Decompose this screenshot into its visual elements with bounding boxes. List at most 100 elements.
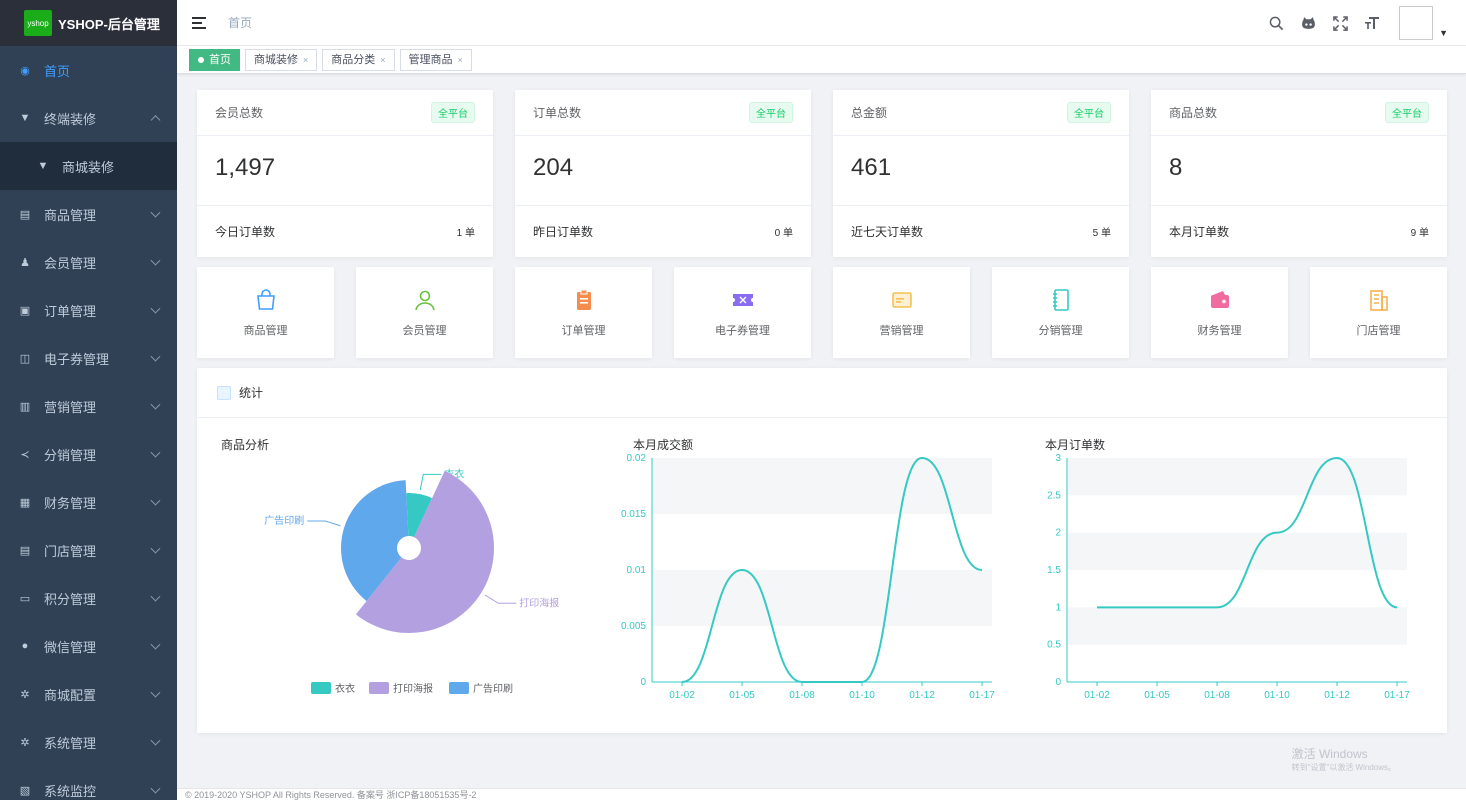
sidebar-item-label: 商品管理 (44, 207, 97, 223)
sidebar-item-label: 系统监控 (44, 783, 97, 799)
tag-item[interactable]: 管理商品 × (399, 48, 472, 71)
hamburger-icon[interactable] (192, 16, 206, 29)
user-icon: ♟ (20, 256, 30, 269)
sidebar-item[interactable]: ✲ 商城配置 (0, 670, 177, 718)
breadcrumb[interactable]: 首页 (228, 16, 253, 30)
pie-label-line (307, 520, 341, 527)
stat-title: 订单总数 (533, 106, 582, 120)
tag-item[interactable]: 商城装修 × (245, 48, 318, 71)
quick-link-label: 分销管理 (1038, 324, 1083, 337)
chevron-down-icon (150, 303, 161, 314)
sidebar-item[interactable]: ✲ 系统管理 (0, 718, 177, 766)
active-dot-icon (198, 56, 204, 63)
sidebar-item[interactable]: ▼ 商城装修 (0, 142, 177, 190)
quick-link-label: 门店管理 (1356, 324, 1401, 337)
quick-link-card[interactable]: 电子券管理 (674, 267, 811, 358)
chevron-down-icon (150, 735, 161, 746)
search-icon[interactable] (1267, 14, 1285, 32)
quick-link-card[interactable]: 财务管理 (1151, 267, 1288, 358)
sidebar-item-label: 微信管理 (44, 639, 97, 655)
tags-view: 首页 商城装修 × 商品分类 × 管理商品 × (177, 46, 1466, 74)
sidebar-item[interactable]: ▼ 终端装修 (0, 94, 177, 142)
pie-slice (355, 470, 494, 633)
stat-value: 204 (515, 136, 811, 206)
card-icon (891, 291, 912, 308)
fullscreen-icon[interactable] (1331, 14, 1349, 32)
tag-label: 商城装修 (254, 53, 298, 66)
chart-icon: ◫ (19, 352, 31, 365)
sidebar-item[interactable]: ◫ 电子券管理 (0, 334, 177, 382)
pie-label-line (484, 594, 517, 604)
github-icon[interactable] (1299, 14, 1317, 32)
sidebar-item-label: 营销管理 (44, 399, 97, 415)
stat-foot-label: 本月订单数 (1169, 224, 1230, 239)
stat-badge: 全平台 (1067, 102, 1111, 123)
grid-band (652, 458, 992, 514)
amount-line-chart: 0 0.005 0.01 0.015 0.02 01-02 01-05 01-08 01-10 0… (621, 453, 995, 701)
stat-foot-value: 9 单 (1410, 227, 1429, 239)
stat-card: 商品总数 全平台 8 本月订单数 9 单 (1151, 90, 1447, 257)
sidebar-item[interactable]: ♟ 会员管理 (0, 238, 177, 286)
stat-foot-value: 0 单 (774, 227, 793, 239)
legend-swatch (369, 682, 389, 694)
stat-value: 461 (833, 136, 1129, 206)
x-tick-label: 01-10 (1264, 690, 1290, 701)
sidebar-item-label: 积分管理 (44, 591, 97, 607)
x-tick-label: 01-17 (969, 690, 995, 701)
sidebar-item[interactable]: ▧ 系统监控 (0, 766, 177, 800)
sidebar-item-label: 电子券管理 (44, 351, 110, 367)
footer: © 2019-2020 YSHOP All Rights Reserved. 备… (177, 788, 1466, 800)
sidebar-item[interactable]: ● 微信管理 (0, 622, 177, 670)
x-tick-label: 01-02 (669, 690, 695, 701)
stat-foot-label: 昨日订单数 (533, 224, 594, 239)
legend-label: 打印海报 (393, 682, 433, 695)
amount-chart-title: 本月成交额 (633, 438, 694, 452)
y-tick-label: 2.5 (1047, 490, 1061, 501)
font-size-icon[interactable] (1363, 14, 1381, 32)
gear-icon: ✲ (20, 688, 30, 701)
sidebar-item[interactable]: ▣ 订单管理 (0, 286, 177, 334)
tag-item[interactable]: 首页 (189, 48, 240, 71)
chevron-down-icon (150, 447, 161, 458)
grid-band (1067, 458, 1407, 496)
quick-link-card[interactable]: 商品管理 (197, 267, 334, 358)
close-icon[interactable]: × (380, 54, 386, 65)
sidebar-item[interactable]: ▥ 营销管理 (0, 382, 177, 430)
dashboard-icon: ◉ (20, 64, 30, 77)
avatar[interactable] (1399, 6, 1434, 40)
chevron-down-icon (150, 495, 161, 506)
y-tick-label: 3 (1055, 453, 1061, 464)
lock-icon: ▣ (19, 304, 31, 317)
pie-slice (341, 480, 409, 602)
stat-card: 总金额 全平台 461 近七天订单数 5 单 (833, 90, 1129, 257)
logo[interactable]: yshop YSHOP-后台管理 (0, 0, 177, 46)
tag-item[interactable]: 商品分类 × (322, 48, 395, 71)
quick-link-card[interactable]: 分销管理 (992, 267, 1129, 358)
close-icon[interactable]: × (303, 54, 309, 65)
quick-link-card[interactable]: 营销管理 (833, 267, 970, 358)
quick-link-card[interactable]: 订单管理 (515, 267, 652, 358)
stat-footer: 今日订单数 1 单 (197, 206, 493, 256)
x-tick-label: 01-05 (729, 690, 755, 701)
logo-icon: yshop (24, 10, 52, 36)
x-tick-label: 01-08 (1204, 690, 1230, 701)
sidebar-item[interactable]: ▦ 财务管理 (0, 478, 177, 526)
sidebar-item[interactable]: ▤ 商品管理 (0, 190, 177, 238)
pie-label: 广告印刷 (264, 514, 304, 527)
wechat-icon: ● (21, 640, 29, 652)
orders-chart-title: 本月订单数 (1045, 438, 1106, 452)
sidebar-item[interactable]: ≺ 分销管理 (0, 430, 177, 478)
sidebar-item[interactable]: ▭ 积分管理 (0, 574, 177, 622)
stat-foot-value: 5 单 (1092, 227, 1111, 239)
building-icon (1369, 289, 1388, 311)
sidebar-item[interactable]: ◉ 首页 (0, 46, 177, 94)
sidebar-item-label: 首页 (44, 63, 71, 79)
chevron-down-icon (150, 255, 161, 266)
caret-down-icon[interactable]: ▼ (1439, 28, 1448, 38)
quick-link-card[interactable]: 会员管理 (356, 267, 493, 358)
quick-link-card[interactable]: 门店管理 (1310, 267, 1447, 358)
stat-value: 8 (1151, 136, 1447, 206)
sidebar-item[interactable]: ▤ 门店管理 (0, 526, 177, 574)
close-icon[interactable]: × (457, 54, 463, 65)
